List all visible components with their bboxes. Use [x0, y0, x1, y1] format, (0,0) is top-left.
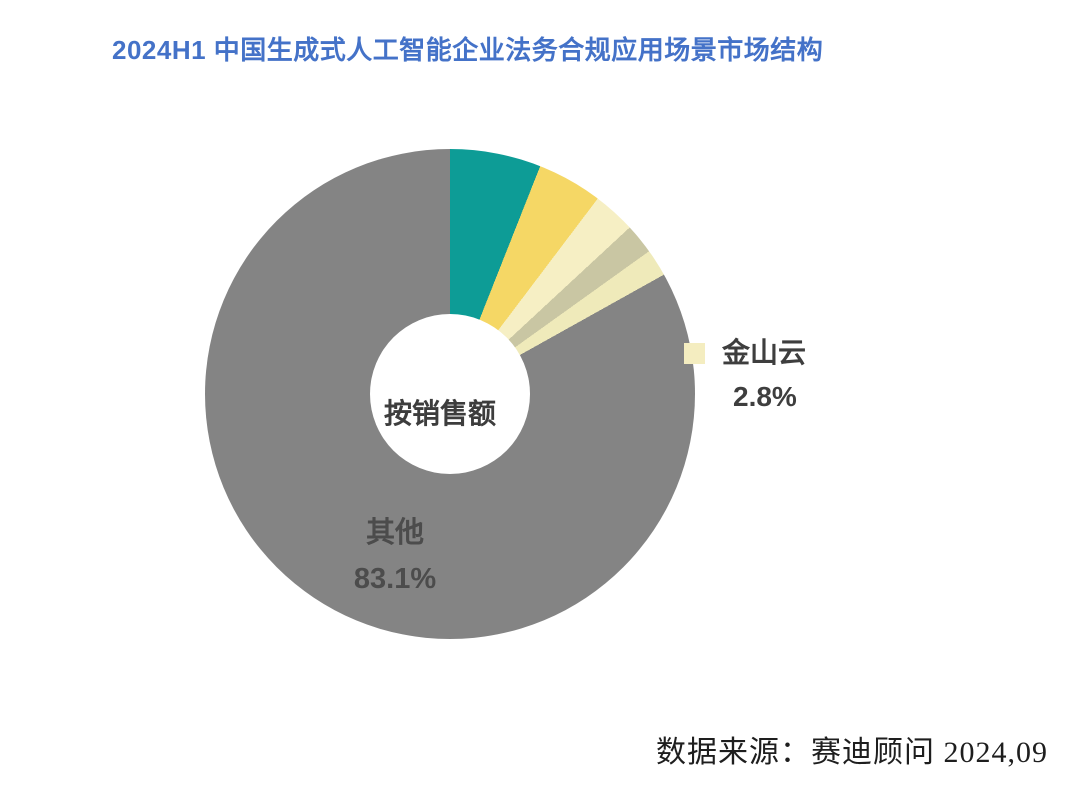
other-name: 其他 — [365, 517, 424, 549]
other-value: 83.1% — [353, 563, 437, 595]
donut-ring: 按销售额 — [205, 149, 695, 639]
data-source-note: 数据来源：赛迪顾问 2024,09 — [656, 736, 1048, 769]
jinshan-name: 金山云 — [722, 337, 807, 368]
chart-title: 2024H1 中国生成式人工智能企业法务合规应用场景市场结构 — [112, 35, 824, 65]
jinshan-label: 金山云 2.8% — [684, 339, 806, 411]
jinshan-legend-swatch-icon — [684, 342, 705, 364]
other-label: 其他 83.1% — [330, 510, 460, 602]
donut-hole — [370, 314, 530, 474]
donut-center-label: 按销售额 — [383, 398, 496, 429]
jinshan-value: 2.8% — [733, 381, 797, 412]
